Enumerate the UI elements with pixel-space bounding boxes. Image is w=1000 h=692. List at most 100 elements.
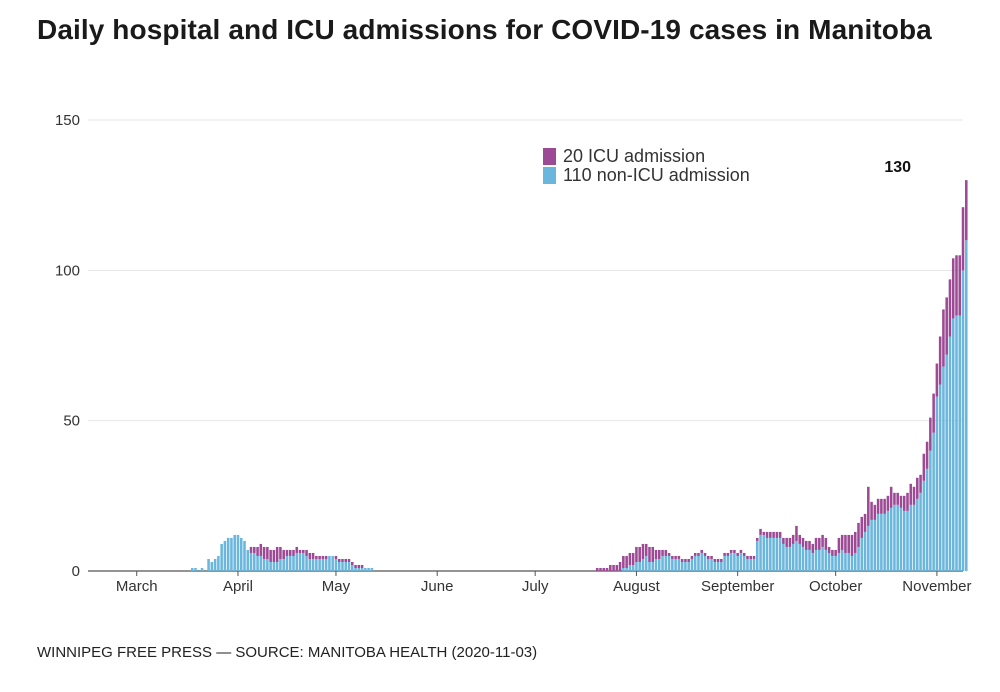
- bar-icu: [755, 537, 759, 541]
- bar-icu: [651, 546, 655, 562]
- bar-non-icu: [217, 555, 220, 571]
- bar-non-icu: [223, 540, 227, 571]
- bar-non-icu: [925, 468, 929, 571]
- legend-count-non-icu: 110: [563, 165, 592, 185]
- bar-icu: [853, 531, 857, 553]
- bar-non-icu: [798, 543, 801, 571]
- bar-non-icu: [742, 555, 746, 571]
- bar-non-icu: [651, 561, 655, 571]
- bar-icu: [684, 558, 687, 562]
- bar-non-icu: [811, 552, 815, 571]
- bar-non-icu: [364, 567, 367, 571]
- bar-non-icu: [850, 555, 854, 571]
- bar-non-icu: [321, 558, 325, 571]
- bar-icu: [733, 549, 736, 553]
- bar-icu: [876, 498, 880, 514]
- bar-icu: [948, 279, 952, 337]
- bar-icu: [827, 546, 831, 553]
- y-tick-label: 150: [55, 112, 80, 129]
- gridlines: [88, 119, 963, 572]
- bar-icu: [909, 483, 913, 505]
- bar-non-icu: [667, 555, 671, 571]
- bar-non-icu: [210, 561, 214, 571]
- bar-non-icu: [788, 546, 792, 571]
- bar-non-icu: [801, 546, 805, 571]
- bar-icu: [279, 546, 282, 559]
- bar-non-icu: [213, 558, 217, 571]
- bar-non-icu: [710, 558, 713, 571]
- bar-non-icu: [239, 537, 243, 571]
- bar-non-icu: [837, 552, 841, 571]
- bar-non-icu: [285, 555, 289, 571]
- bar-icu: [605, 567, 609, 571]
- bar-non-icu: [909, 504, 913, 571]
- bar-non-icu: [282, 558, 285, 571]
- bar-icu: [883, 498, 886, 514]
- bar-icu: [785, 537, 788, 547]
- x-tick-label: September: [701, 578, 774, 595]
- bar-non-icu: [262, 558, 266, 571]
- bar-icu: [965, 180, 968, 241]
- bar-icu: [804, 540, 808, 550]
- bar-non-icu: [765, 537, 769, 571]
- bar-non-icu: [961, 270, 965, 571]
- bar-icu: [658, 549, 661, 559]
- bar-non-icu: [929, 450, 932, 571]
- source-note: WINNIPEG FREE PRESS — SOURCE: MANITOBA H…: [37, 644, 538, 661]
- bar-non-icu: [298, 552, 302, 571]
- bar-non-icu: [331, 555, 334, 571]
- bar-non-icu: [912, 504, 916, 571]
- bar-icu: [844, 534, 847, 553]
- bar-icu: [618, 561, 622, 571]
- bar-non-icu: [893, 504, 896, 571]
- bar-non-icu: [906, 510, 909, 571]
- bar-non-icu: [955, 315, 958, 571]
- annotations: 130: [884, 159, 911, 176]
- bar-non-icu: [266, 558, 269, 571]
- bar-non-icu: [272, 561, 276, 571]
- y-tick-label: 0: [72, 563, 80, 580]
- bar-icu: [710, 555, 713, 559]
- bar-icu: [912, 486, 916, 505]
- bar-icu: [716, 558, 720, 562]
- bar-icu: [759, 528, 762, 535]
- chart-title: Daily hospital and ICU admissions for CO…: [37, 14, 932, 45]
- bar-non-icu: [305, 555, 308, 571]
- bar-icu: [736, 552, 739, 556]
- bar-non-icu: [824, 549, 828, 571]
- bar-non-icu: [772, 537, 775, 571]
- bar-non-icu: [671, 558, 674, 571]
- bar-icu: [654, 549, 658, 559]
- bar-non-icu: [700, 552, 704, 571]
- bar-icu: [602, 567, 606, 571]
- bar-icu: [609, 564, 612, 571]
- bar-icu: [334, 555, 338, 559]
- bar-icu: [269, 549, 272, 562]
- bar-icu: [703, 552, 707, 556]
- legend-item-non-icu: 110 non-ICU admission: [543, 165, 750, 185]
- x-tick-label: June: [421, 578, 454, 595]
- bar-non-icu: [739, 552, 743, 571]
- bar-icu: [916, 477, 919, 499]
- bar-icu: [295, 546, 299, 553]
- bar-icu: [720, 558, 723, 562]
- bar-icu: [886, 495, 890, 511]
- bar-non-icu: [791, 543, 795, 571]
- bar-icu: [775, 531, 779, 538]
- bar-non-icu: [785, 546, 788, 571]
- bar-non-icu: [631, 564, 635, 571]
- bar-icu: [955, 255, 958, 316]
- bar-non-icu: [723, 555, 726, 571]
- bar-icu: [341, 558, 344, 562]
- bar-icu: [351, 561, 354, 565]
- bar-non-icu: [932, 432, 935, 571]
- bar-non-icu: [328, 555, 331, 571]
- bar-icu: [795, 525, 798, 541]
- bar-non-icu: [246, 549, 250, 571]
- legend-swatch-non-icu: [543, 167, 556, 184]
- bar-icu: [958, 255, 962, 316]
- bar-icu: [357, 564, 361, 568]
- bar-non-icu: [292, 555, 295, 571]
- bar-icu: [814, 537, 818, 550]
- bar-non-icu: [834, 555, 837, 571]
